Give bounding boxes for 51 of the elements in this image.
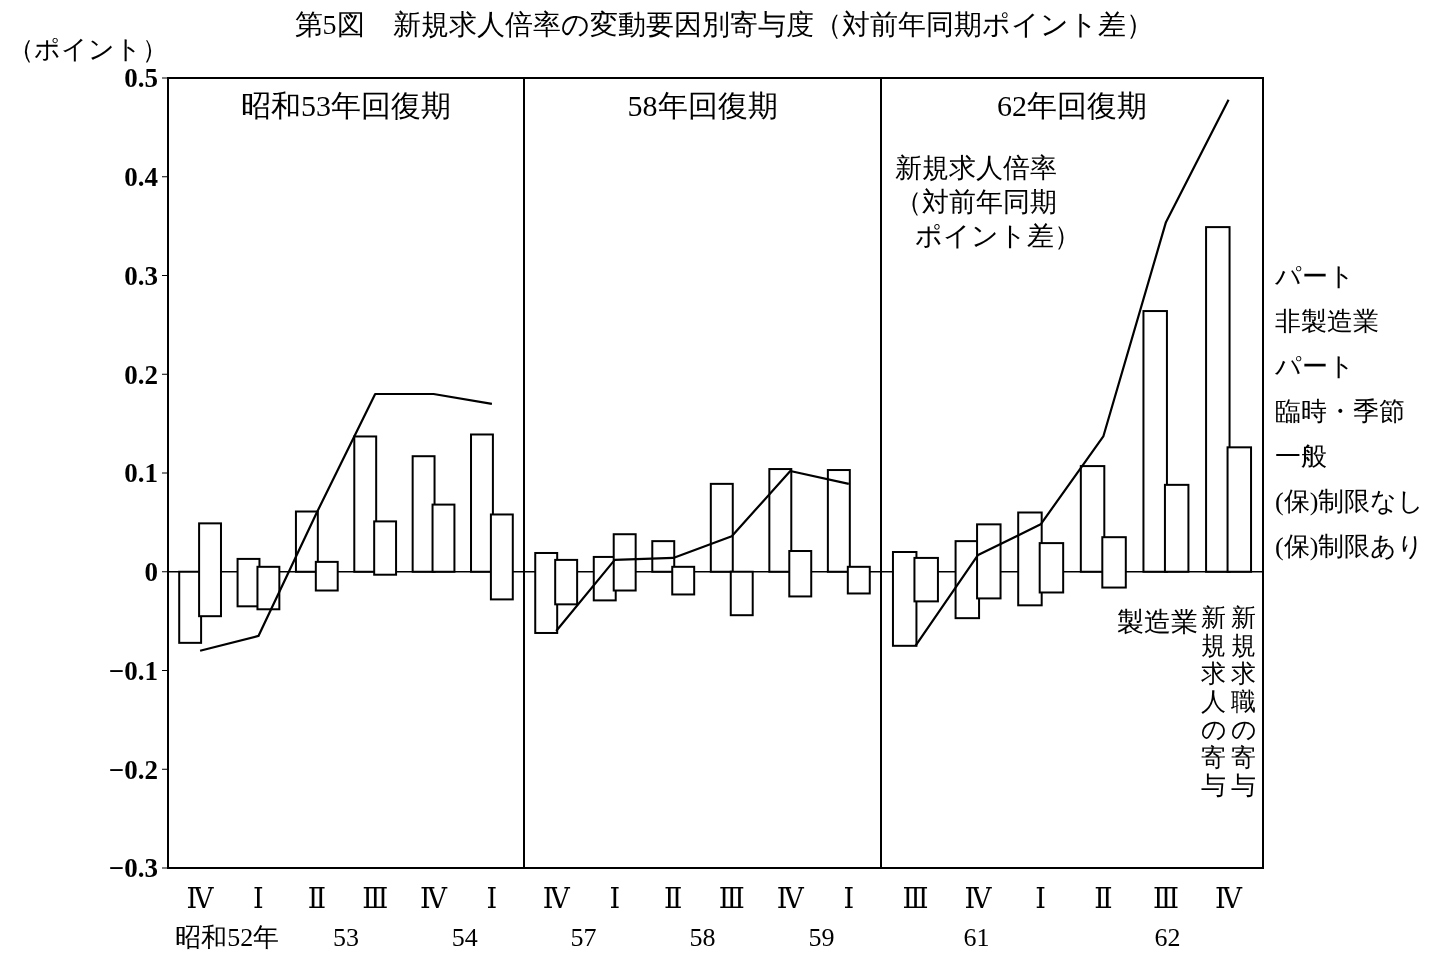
text: 54 xyxy=(451,923,478,952)
text: 53 xyxy=(333,923,359,952)
x-tick-label: Ⅳ xyxy=(542,884,571,914)
text: 57 xyxy=(570,923,597,952)
y-tick-label: 0.3 xyxy=(124,260,158,291)
x-tick-label: Ⅰ xyxy=(253,884,264,914)
text: 昭和52年 xyxy=(175,923,280,952)
y-tick-label: 0.2 xyxy=(124,359,158,390)
x-tick-label: Ⅳ xyxy=(776,884,805,914)
x-tick-label: Ⅲ xyxy=(718,884,745,914)
text: 新規求人倍率（対前年同期ポイント差） xyxy=(895,152,1081,251)
x-tick-label: Ⅰ xyxy=(1035,884,1047,914)
y-tick-label: −0.2 xyxy=(108,754,158,785)
text: パート xyxy=(1274,352,1355,382)
y-tick-label: 0.1 xyxy=(124,458,158,489)
text: パート xyxy=(1274,262,1355,292)
x-tick-label: Ⅱ xyxy=(664,884,683,914)
series-label: 新規求職の寄与 xyxy=(1230,604,1257,800)
x-tick-label: Ⅰ xyxy=(486,884,498,914)
y-tick-label: 0.5 xyxy=(124,63,158,94)
text: (保)制限あり xyxy=(1275,532,1425,562)
text: 非製造業 xyxy=(1275,307,1379,337)
text: (保)制限なし xyxy=(1275,487,1425,517)
text: 臨時・季節 xyxy=(1275,397,1405,427)
x-tick-label: Ⅰ xyxy=(843,884,855,914)
x-tick-label: Ⅳ xyxy=(1215,884,1244,914)
x-tick-label: Ⅱ xyxy=(1094,884,1113,914)
x-tick-label: Ⅲ xyxy=(362,884,389,914)
x-tick-label: Ⅰ xyxy=(609,884,621,914)
text: 一般 xyxy=(1275,442,1327,472)
y-tick-label: −0.1 xyxy=(108,655,158,686)
series-label: 新規求人の寄与 xyxy=(1200,604,1227,800)
text: 第5図 新規求人倍率の変動要因別寄与度（対前年同期ポイント差） xyxy=(294,9,1154,40)
x-tick-label: Ⅲ xyxy=(902,884,929,914)
chart-subtitle: 昭和53年回復期 xyxy=(241,89,451,122)
chart-subtitle: 58年回復期 xyxy=(627,89,778,122)
annotation: 製造業 xyxy=(1117,606,1199,637)
x-tick-label: Ⅳ xyxy=(420,884,449,914)
x-tick-label: Ⅱ xyxy=(307,884,326,914)
y-tick-label: 0.4 xyxy=(124,162,158,193)
x-tick-label: Ⅳ xyxy=(186,884,215,914)
chart-subtitle: 62年回復期 xyxy=(997,89,1147,122)
x-tick-label: Ⅳ xyxy=(964,884,993,914)
y-tick-label: 0 xyxy=(144,557,158,588)
text: 58 xyxy=(689,923,716,952)
y-tick-label: −0.3 xyxy=(108,853,158,884)
text: 61 xyxy=(963,923,990,952)
x-tick-label: Ⅲ xyxy=(1152,884,1179,914)
text: 62 xyxy=(1154,923,1181,952)
y-axis-title: （ポイント） xyxy=(8,35,168,64)
text: 59 xyxy=(808,923,835,952)
